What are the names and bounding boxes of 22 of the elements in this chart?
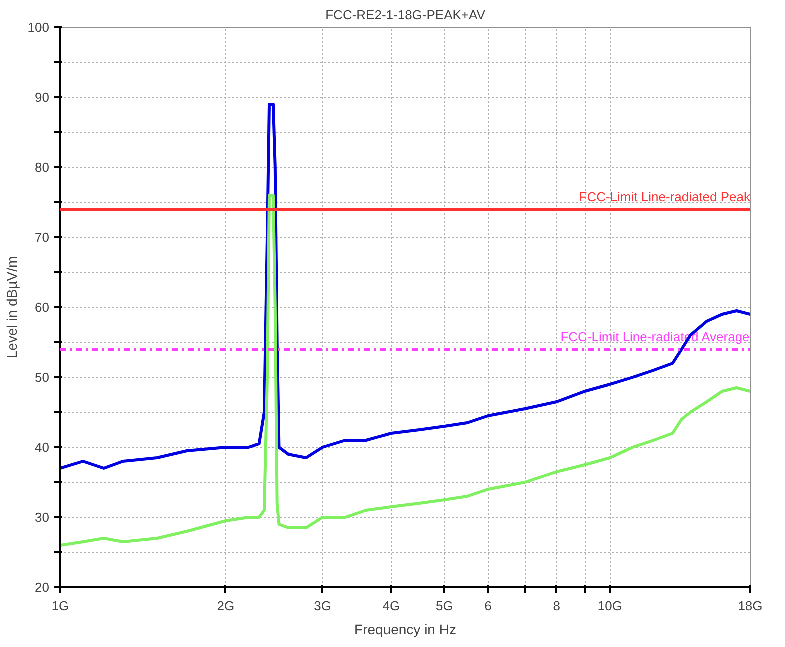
x-tick-label: 5G bbox=[436, 598, 454, 614]
x-tick-label: 1G bbox=[52, 598, 70, 614]
x-tick-label: 8 bbox=[553, 598, 561, 614]
y-axis-title: Level in dBµV/m bbox=[4, 256, 20, 359]
x-tick-label: 10G bbox=[598, 598, 622, 614]
y-tick-label: 70 bbox=[35, 230, 50, 245]
y-tick-label: 90 bbox=[35, 90, 50, 105]
chart-title: FCC-RE2-1-18G-PEAK+AV bbox=[326, 8, 486, 22]
y-tick-label: 30 bbox=[35, 510, 50, 525]
y-tick-label: 60 bbox=[35, 300, 50, 315]
y-tick-label: 40 bbox=[35, 440, 50, 455]
y-tick-label: 20 bbox=[35, 580, 50, 595]
x-axis-title: Frequency in Hz bbox=[354, 622, 456, 638]
x-tick-label: 4G bbox=[382, 598, 400, 614]
x-tick-label: 6 bbox=[484, 598, 492, 614]
x-tick-label: 2G bbox=[217, 598, 235, 614]
y-tick-label: 80 bbox=[35, 160, 50, 175]
y-tick-label: 100 bbox=[28, 20, 50, 35]
x-tick-label: 18G bbox=[738, 598, 763, 614]
x-tick-label: 3G bbox=[314, 598, 332, 614]
ref-line-label: FCC-Limit Line-radiated Peak bbox=[579, 190, 751, 204]
y-tick-label: 50 bbox=[35, 370, 50, 385]
